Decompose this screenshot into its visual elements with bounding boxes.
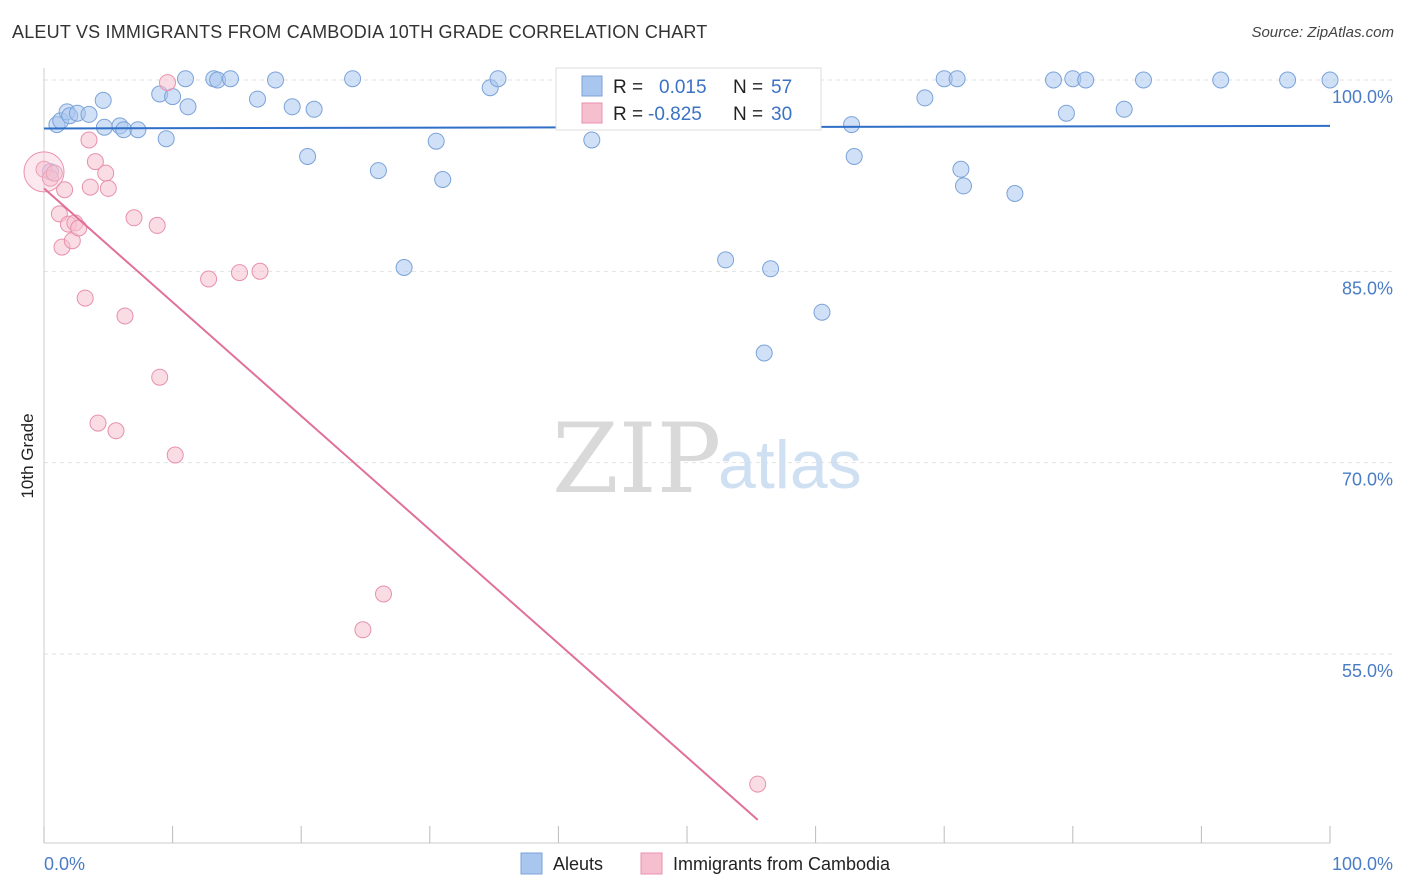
- stats-swatch-cambodia: [581, 102, 603, 124]
- stats-n-value-cambodia: 30: [771, 104, 792, 125]
- point-aleuts-20: [267, 71, 284, 89]
- watermark-atlas: atlas: [718, 427, 862, 503]
- point-aleuts-36: [762, 260, 780, 278]
- point-aleuts-25: [369, 162, 387, 180]
- point-cambodia-9: [70, 219, 88, 237]
- point-aleuts-31: [583, 131, 601, 149]
- trend-line-cambodia: [43, 187, 759, 821]
- point-aleuts-8: [95, 118, 113, 136]
- point-aleuts-19: [222, 70, 239, 88]
- point-aleuts-6: [80, 105, 98, 123]
- source-label: Source: ZipAtlas.com: [1251, 24, 1394, 41]
- point-aleuts-11: [129, 121, 147, 139]
- legend-swatch-cambodia: [640, 852, 663, 875]
- point-aleuts-26: [395, 259, 413, 276]
- point-cambodia-2: [45, 164, 63, 182]
- stats-r-label-cambodia: R =: [613, 104, 643, 125]
- point-cambodia-22: [159, 74, 176, 92]
- legend-swatch-aleuts: [520, 852, 543, 875]
- point-aleuts-40: [845, 148, 863, 165]
- stats-legend-box: R = 0.015 N = 57 R = -0.825 N = 30: [555, 67, 822, 131]
- point-aleuts-23: [299, 148, 317, 165]
- stats-swatch-aleuts: [581, 75, 603, 97]
- watermark-zip: ZIP: [552, 403, 721, 515]
- point-cambodia-23: [166, 446, 184, 464]
- point-aleuts-10: [115, 121, 133, 139]
- y-tick-labels: 100.0% 85.0% 70.0% 55.0%: [1332, 87, 1393, 681]
- chart-title: ALEUT VS IMMIGRANTS FROM CAMBODIA 10TH G…: [12, 22, 708, 42]
- point-aleuts-24: [344, 70, 362, 88]
- point-aleuts-38: [813, 303, 831, 321]
- x-tick-labels: 0.0% 100.0%: [44, 854, 1393, 874]
- point-cambodia-24: [200, 270, 218, 288]
- point-cambodia-12: [81, 178, 99, 196]
- point-cambodia-13: [86, 153, 104, 171]
- point-aleuts-27: [427, 132, 445, 150]
- y-tick-label-3: 55.0%: [1342, 661, 1393, 681]
- point-aleuts-30: [489, 70, 507, 88]
- stats-n-value-aleuts: 57: [771, 77, 792, 98]
- point-cambodia-17: [107, 422, 125, 440]
- point-aleuts-50: [1077, 71, 1095, 89]
- y-tick-label-1: 85.0%: [1342, 278, 1393, 298]
- point-aleuts-39: [843, 116, 861, 134]
- y-tick-label-0: 100.0%: [1332, 87, 1393, 107]
- axes: [43, 68, 1331, 844]
- point-cambodia-18: [116, 307, 134, 325]
- stats-n-label-cambodia: N =: [733, 104, 763, 125]
- point-aleuts-53: [1212, 71, 1230, 89]
- point-cambodia-28: [375, 585, 392, 603]
- point-aleuts-16: [179, 98, 197, 116]
- point-aleuts-37: [755, 344, 773, 362]
- point-aleuts-46: [1006, 185, 1024, 202]
- point-aleuts-56: [249, 90, 266, 108]
- point-cambodia-21: [151, 368, 169, 386]
- point-cambodia-26: [251, 262, 269, 280]
- point-aleuts-7: [94, 91, 112, 109]
- point-cambodia-14: [89, 414, 107, 432]
- stats-r-value-aleuts: 0.015: [659, 77, 707, 98]
- point-aleuts-54: [1279, 71, 1297, 89]
- point-cambodia-10: [76, 289, 94, 307]
- point-cambodia-19: [125, 209, 143, 227]
- point-cambodia-27: [354, 621, 372, 639]
- stats-r-label-aleuts: R =: [613, 77, 643, 98]
- point-cambodia-16: [99, 179, 117, 197]
- point-aleuts-48: [1057, 104, 1075, 122]
- point-aleuts-41: [916, 89, 934, 107]
- point-aleuts-52: [1135, 71, 1152, 89]
- point-aleuts-14: [157, 130, 175, 148]
- point-aleuts-51: [1115, 100, 1133, 118]
- stats-r-value-cambodia: -0.825: [648, 104, 702, 125]
- legend-label-cambodia: Immigrants from Cambodia: [673, 854, 891, 874]
- point-cambodia-20: [148, 216, 166, 234]
- x-tick-label-max: 100.0%: [1332, 854, 1393, 874]
- point-cambodia-29: [749, 775, 767, 793]
- point-aleuts-22: [305, 100, 323, 118]
- legend-label-aleuts: Aleuts: [553, 854, 603, 874]
- point-aleuts-21: [283, 98, 301, 116]
- point-aleuts-44: [952, 160, 970, 178]
- series-legend: Aleuts Immigrants from Cambodia: [520, 852, 891, 875]
- point-aleuts-45: [955, 177, 972, 195]
- point-aleuts-34: [717, 251, 735, 269]
- watermark: ZIP atlas: [552, 403, 862, 515]
- point-cambodia-25: [231, 264, 248, 282]
- point-cambodia-11: [80, 131, 98, 149]
- x-tick-label-min: 0.0%: [44, 854, 85, 874]
- stats-n-label-aleuts: N =: [733, 77, 763, 98]
- point-cambodia-15: [97, 164, 115, 182]
- point-aleuts-47: [1045, 71, 1062, 89]
- y-tick-label-2: 70.0%: [1342, 470, 1393, 490]
- point-cambodia-cluster: [23, 151, 65, 193]
- point-aleuts-15: [177, 70, 194, 88]
- point-cambodia-5: [56, 181, 74, 199]
- point-aleuts-55: [1321, 71, 1339, 89]
- point-aleuts-43: [948, 70, 966, 88]
- point-aleuts-28: [434, 171, 452, 188]
